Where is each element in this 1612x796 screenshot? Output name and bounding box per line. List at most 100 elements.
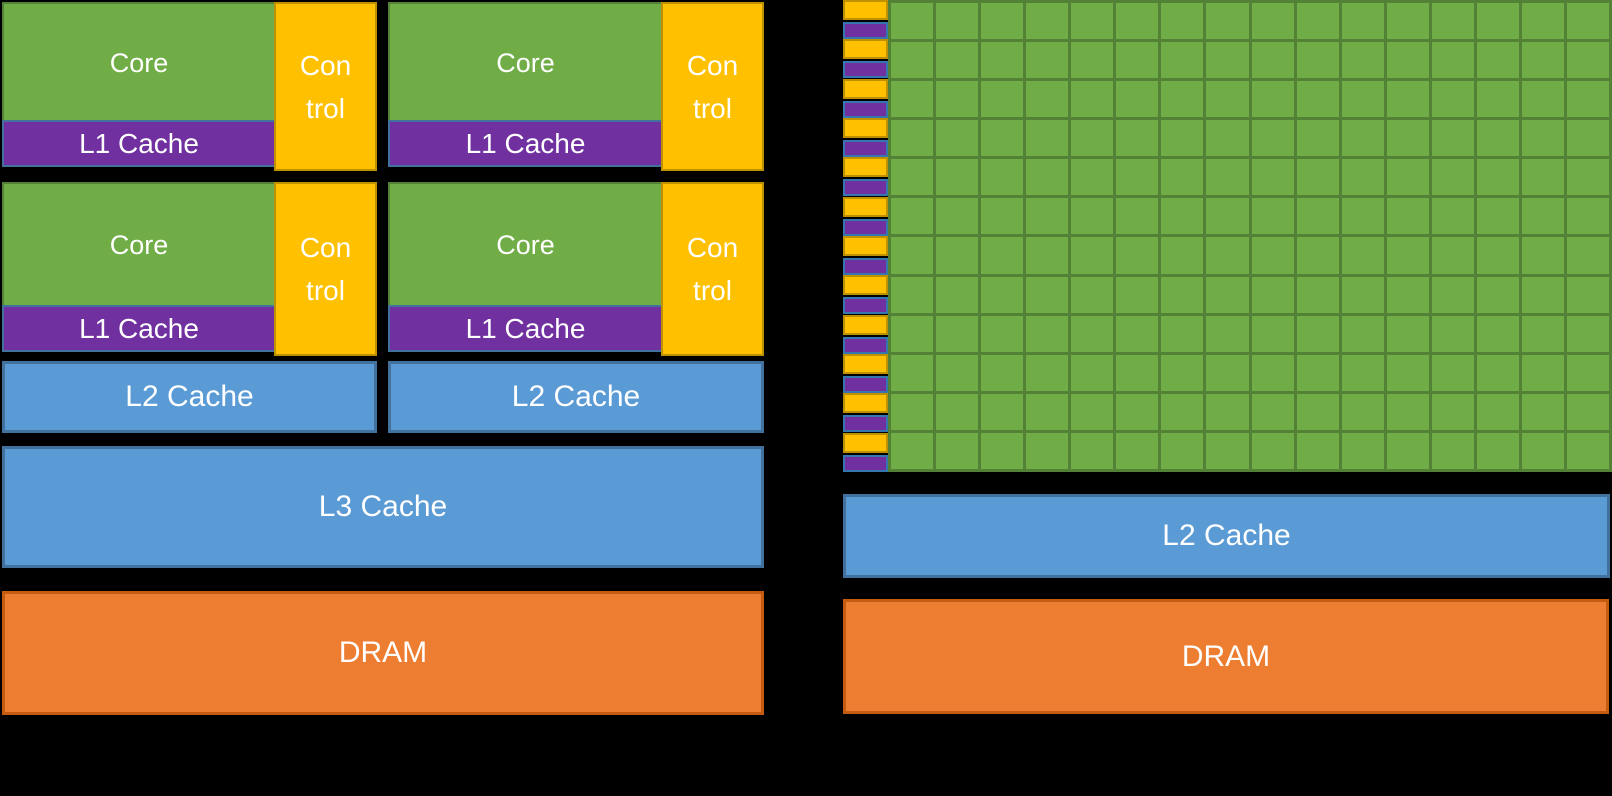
gpu-control-l1-strip	[843, 0, 888, 472]
gpu-core-cell	[1386, 432, 1429, 469]
gpu-core-cell	[1341, 276, 1384, 313]
gpu-core-cell	[1026, 354, 1069, 391]
gpu-core-cell	[1566, 198, 1609, 235]
control-label-line1: Con	[299, 232, 352, 263]
gpu-core-cell	[1476, 198, 1519, 235]
gpu-core-cell	[936, 120, 979, 157]
gpu-l1-cache-box	[843, 219, 888, 236]
gpu-core-cell	[1566, 432, 1609, 469]
gpu-l1-cache-box	[843, 101, 888, 118]
gpu-core-cell	[891, 198, 934, 235]
gpu-core-cell	[1341, 198, 1384, 235]
l2-cache-label: L2 Cache	[125, 380, 254, 413]
gpu-core-cell	[1341, 393, 1384, 430]
gpu-core-cell	[1341, 81, 1384, 118]
gpu-core-cell	[891, 354, 934, 391]
gpu-core-cell	[1476, 354, 1519, 391]
gpu-core-cell	[891, 237, 934, 274]
gpu-core-cell	[1521, 81, 1564, 118]
gpu-core-cell	[1206, 81, 1249, 118]
gpu-core-cell	[1386, 198, 1429, 235]
gpu-core-cell	[936, 3, 979, 40]
gpu-control-box	[843, 354, 888, 374]
gpu-core-cell	[1296, 354, 1339, 391]
gpu-core-cell	[1386, 3, 1429, 40]
gpu-core-cell	[1116, 3, 1159, 40]
gpu-core-cell	[1431, 81, 1474, 118]
gpu-core-cell	[1161, 315, 1204, 352]
gpu-core-cell	[891, 315, 934, 352]
control-label-line1: Con	[686, 232, 739, 263]
gpu-core-cell	[981, 315, 1024, 352]
gpu-core-cell	[1521, 315, 1564, 352]
gpu-core-cell	[1026, 42, 1069, 79]
core-label: Core	[109, 47, 169, 78]
gpu-core-cell	[1251, 354, 1294, 391]
gpu-l1-cache-box	[843, 337, 888, 354]
gpu-core-cell	[1116, 276, 1159, 313]
gpu-core-cell	[1206, 393, 1249, 430]
gpu-core-cell	[1431, 42, 1474, 79]
gpu-core-cell	[1341, 354, 1384, 391]
gpu-core-cell	[1341, 159, 1384, 196]
gpu-core-cell	[1386, 354, 1429, 391]
gpu-core-cell	[936, 393, 979, 430]
gpu-core-cell	[1296, 42, 1339, 79]
cpu-core-box: Core	[388, 2, 663, 124]
gpu-core-cell	[1026, 393, 1069, 430]
gpu-core-cell	[936, 315, 979, 352]
gpu-core-cell	[1476, 393, 1519, 430]
gpu-core-cell	[1296, 432, 1339, 469]
gpu-core-cell	[981, 120, 1024, 157]
l1-cache-label: L1 Cache	[465, 127, 586, 159]
gpu-control-box	[843, 0, 888, 20]
gpu-core-cell	[1026, 120, 1069, 157]
gpu-core-cell	[1431, 198, 1474, 235]
gpu-core-cell	[1026, 237, 1069, 274]
gpu-core-cell	[981, 354, 1024, 391]
gpu-control-box	[843, 39, 888, 59]
gpu-core-cell	[891, 3, 934, 40]
gpu-core-cell	[1251, 432, 1294, 469]
gpu-l1-cache-box	[843, 140, 888, 157]
gpu-core-cell	[1386, 81, 1429, 118]
gpu-core-cell	[1431, 3, 1474, 40]
gpu-l1-cache-box	[843, 376, 888, 393]
gpu-control-box	[843, 197, 888, 217]
gpu-core-cell	[1071, 42, 1114, 79]
gpu-core-cell	[1386, 120, 1429, 157]
gpu-core-cell	[1521, 120, 1564, 157]
gpu-core-cell	[1116, 432, 1159, 469]
gpu-l1-cache-box	[843, 61, 888, 78]
control-label-line2: trol	[306, 275, 345, 306]
cpu-l1-cache-box: L1 Cache	[2, 120, 276, 167]
gpu-core-cell	[1431, 354, 1474, 391]
gpu-core-cell	[981, 159, 1024, 196]
gpu-core-cell	[1206, 237, 1249, 274]
gpu-core-cell	[1341, 3, 1384, 40]
gpu-core-cell	[1026, 81, 1069, 118]
gpu-dram-box: DRAM	[843, 599, 1609, 714]
gpu-core-cell	[1386, 159, 1429, 196]
gpu-core-cell	[1161, 3, 1204, 40]
gpu-core-cell	[891, 120, 934, 157]
gpu-dram-label: DRAM	[1181, 639, 1271, 673]
control-label-line1: Con	[686, 49, 739, 81]
gpu-control-box	[843, 236, 888, 256]
gpu-core-cell	[1521, 354, 1564, 391]
gpu-core-cell	[981, 3, 1024, 40]
gpu-core-cell	[1161, 42, 1204, 79]
gpu-control-box	[843, 275, 888, 295]
gpu-core-cell	[981, 237, 1024, 274]
gpu-core-cell	[1206, 276, 1249, 313]
gpu-core-cell	[1206, 159, 1249, 196]
gpu-core-cell	[1071, 276, 1114, 313]
gpu-core-cell	[936, 42, 979, 79]
gpu-core-cell	[891, 276, 934, 313]
gpu-core-cell	[1566, 276, 1609, 313]
gpu-core-cell	[936, 354, 979, 391]
gpu-core-cell	[1296, 198, 1339, 235]
gpu-control-box	[843, 157, 888, 177]
gpu-core-cell	[1296, 393, 1339, 430]
core-label: Core	[496, 47, 555, 78]
